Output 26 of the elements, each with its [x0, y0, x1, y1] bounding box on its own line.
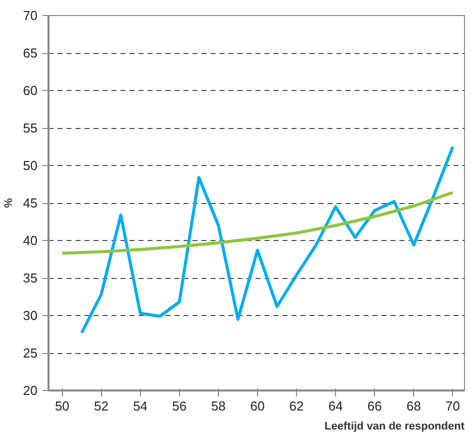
x-tick-label: 52 [94, 398, 108, 414]
x-tick-label: 66 [367, 398, 382, 414]
y-tick-label: 45 [23, 196, 38, 210]
y-tick-label: 35 [23, 270, 38, 286]
y-tick-label: 65 [23, 46, 38, 60]
x-tick-label: 60 [250, 398, 265, 414]
y-tick-label: 50 [23, 158, 38, 173]
x-tick-label: 50 [54, 398, 70, 414]
x-tick-label: 68 [406, 398, 421, 414]
y-axis-title: % [3, 198, 16, 208]
x-tick-label: 58 [211, 398, 226, 414]
y-tick-label: 40 [23, 233, 38, 248]
y-tick-label: 60 [23, 83, 38, 98]
x-tick-label: 62 [289, 398, 304, 414]
x-tick-label: 64 [328, 398, 343, 414]
y-tick-label: 25 [23, 346, 38, 360]
line-series [80, 145, 454, 334]
line-series [60, 191, 454, 255]
y-tick-label: 30 [23, 308, 38, 323]
x-tick-label: 54 [133, 398, 148, 414]
y-tick-label: 55 [23, 120, 38, 136]
y-tick-label: 20 [23, 383, 38, 398]
y-tick-label: 70 [23, 8, 38, 23]
x-tick-label: 70 [446, 398, 460, 414]
x-tick-label: 56 [172, 398, 187, 414]
x-axis-title: Leeftijd van de respondent [324, 420, 465, 432]
